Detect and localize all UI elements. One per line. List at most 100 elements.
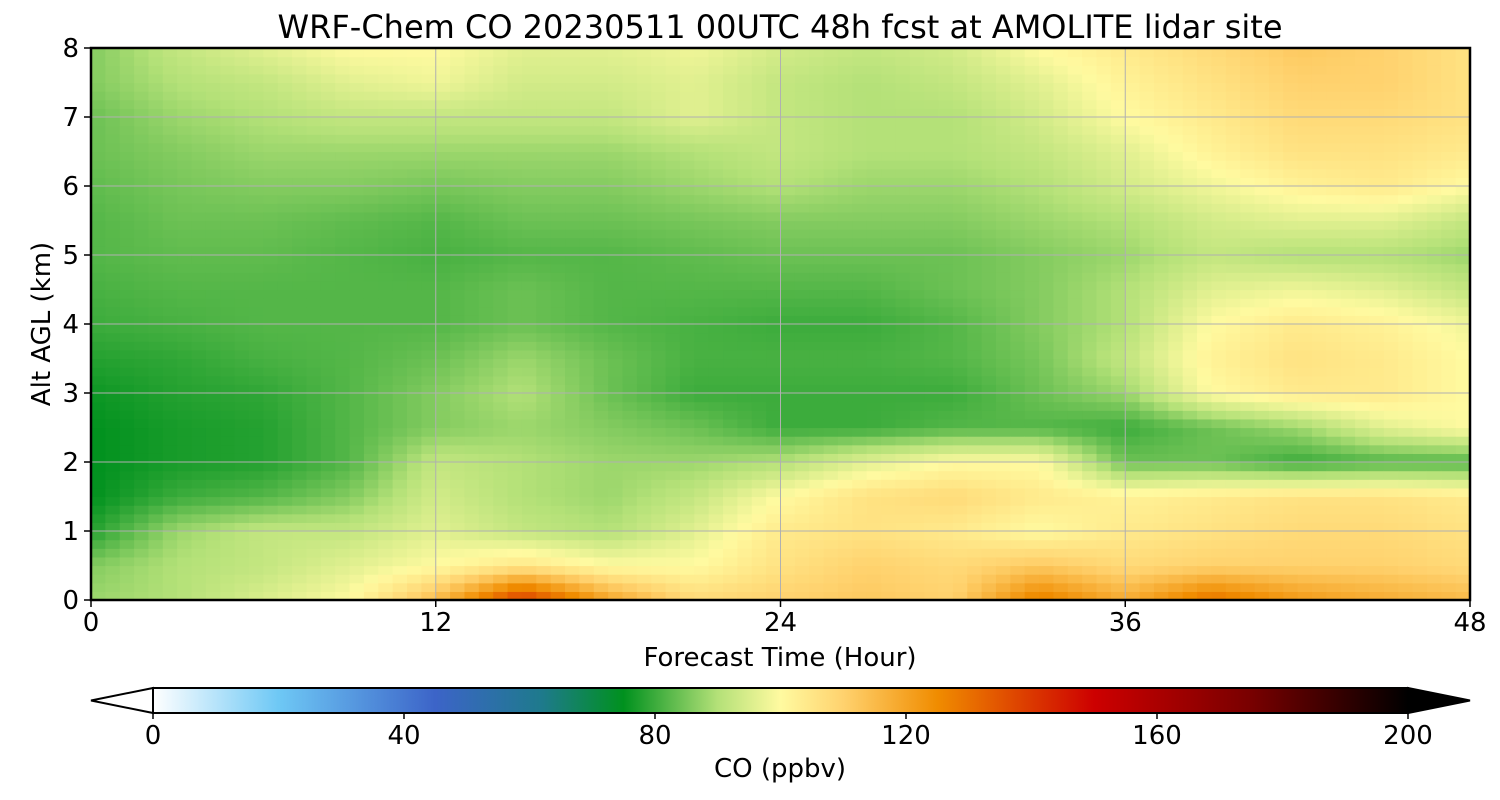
heatmap-cell xyxy=(579,384,595,394)
heatmap-cell xyxy=(162,151,178,161)
heatmap-cell xyxy=(1110,211,1126,222)
heatmap-cell xyxy=(320,453,336,463)
heatmap-cell xyxy=(780,255,796,265)
heatmap-cell xyxy=(1168,263,1184,273)
heatmap-cell xyxy=(1010,565,1026,575)
heatmap-cell xyxy=(679,384,695,394)
heatmap-cell xyxy=(435,574,451,584)
heatmap-cell xyxy=(363,341,379,351)
heatmap-cell xyxy=(177,237,193,247)
heatmap-cell xyxy=(363,410,379,420)
heatmap-cell xyxy=(320,177,336,187)
heatmap-cell xyxy=(177,246,193,256)
heatmap-cell xyxy=(191,548,207,558)
heatmap-cell xyxy=(694,548,710,558)
heatmap-cell xyxy=(177,591,193,601)
heatmap-cell xyxy=(392,255,408,265)
heatmap-cell xyxy=(536,487,552,498)
heatmap-cell xyxy=(565,539,580,549)
heatmap-cell xyxy=(938,393,954,403)
heatmap-cell xyxy=(694,470,710,480)
heatmap-cell xyxy=(622,444,638,454)
heatmap-cell xyxy=(1024,582,1040,592)
heatmap-cell xyxy=(1139,65,1155,75)
heatmap-cell xyxy=(895,298,911,308)
heatmap-cell xyxy=(866,91,882,101)
heatmap-cell xyxy=(550,229,566,239)
heatmap-cell xyxy=(536,479,552,489)
heatmap-cell xyxy=(1053,73,1069,84)
heatmap-cell xyxy=(1096,229,1112,239)
heatmap-cell xyxy=(191,505,207,515)
heatmap-cell xyxy=(507,134,523,144)
heatmap-cell xyxy=(1168,591,1184,601)
heatmap-cell xyxy=(636,324,652,334)
heatmap-cell xyxy=(1197,401,1213,411)
heatmap-cell xyxy=(895,48,911,58)
heatmap-cell xyxy=(1082,418,1098,429)
heatmap-cell xyxy=(981,177,997,187)
heatmap-cell xyxy=(909,453,925,463)
heatmap-cell xyxy=(881,531,897,541)
heatmap-cell xyxy=(407,306,422,316)
heatmap-cell xyxy=(148,367,164,377)
heatmap-cell xyxy=(536,565,552,575)
heatmap-cell xyxy=(320,341,336,351)
heatmap-cell xyxy=(780,393,796,403)
heatmap-cell xyxy=(794,470,810,480)
heatmap-cell xyxy=(579,375,595,385)
heatmap-cell xyxy=(349,237,365,247)
heatmap-cell xyxy=(521,203,537,213)
heatmap-cell xyxy=(1067,160,1083,170)
heatmap-cell xyxy=(263,246,279,256)
heatmap-cell xyxy=(1053,280,1069,291)
heatmap-cell xyxy=(335,522,351,532)
heatmap-cell xyxy=(938,246,954,256)
heatmap-cell xyxy=(622,505,638,515)
heatmap-cell xyxy=(191,151,207,161)
heatmap-cell xyxy=(277,427,293,437)
heatmap-cell xyxy=(1096,117,1112,127)
heatmap-cell xyxy=(565,48,580,58)
heatmap-cell xyxy=(220,177,236,187)
heatmap-cell xyxy=(852,384,868,394)
heatmap-cell xyxy=(1110,151,1126,161)
heatmap-cell xyxy=(622,401,638,411)
heatmap-cell xyxy=(995,453,1011,463)
heatmap-cell xyxy=(536,142,552,153)
heatmap-cell xyxy=(1010,427,1026,437)
heatmap-cell xyxy=(1039,177,1055,187)
heatmap-cell xyxy=(119,142,135,153)
heatmap-cell xyxy=(435,168,451,178)
heatmap-cell xyxy=(665,151,681,161)
heatmap-cell xyxy=(737,574,753,584)
heatmap-cell xyxy=(392,306,408,316)
heatmap-cell xyxy=(134,522,150,532)
heatmap-cell xyxy=(162,134,178,144)
heatmap-cell xyxy=(766,582,782,592)
heatmap-cell xyxy=(852,255,868,265)
heatmap-cell xyxy=(177,56,193,66)
heatmap-cell xyxy=(349,332,365,342)
heatmap-cell xyxy=(636,186,652,196)
heatmap-cell xyxy=(981,470,997,480)
heatmap-cell xyxy=(148,186,164,196)
heatmap-cell xyxy=(493,211,509,222)
heatmap-cell xyxy=(378,539,394,549)
heatmap-cell xyxy=(995,496,1011,506)
heatmap-cell xyxy=(866,142,882,153)
heatmap-cell xyxy=(794,384,810,394)
heatmap-cell xyxy=(148,160,164,170)
heatmap-cell xyxy=(794,280,810,291)
heatmap-cell xyxy=(1067,453,1083,463)
heatmap-cell xyxy=(335,505,351,515)
heatmap-cell xyxy=(277,186,293,196)
heatmap-cell xyxy=(766,470,782,480)
heatmap-cell xyxy=(249,108,264,118)
heatmap-cell xyxy=(277,548,293,558)
heatmap-cell xyxy=(967,384,983,394)
heatmap-cell xyxy=(665,246,681,256)
heatmap-cell xyxy=(995,505,1011,515)
heatmap-cell xyxy=(565,565,580,575)
heatmap-cell xyxy=(349,289,365,299)
